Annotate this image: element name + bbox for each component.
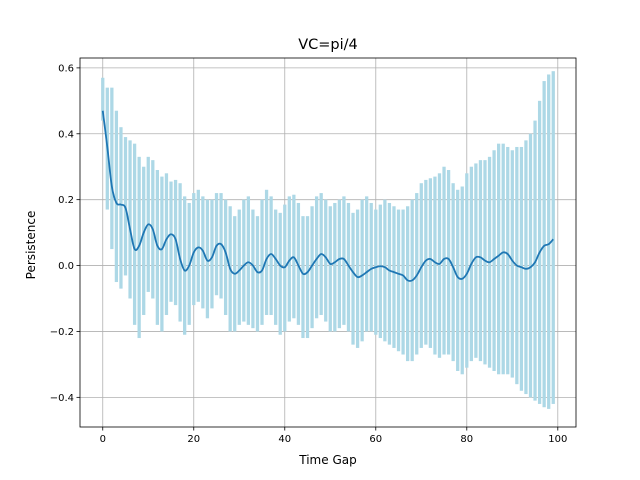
error-bar — [269, 196, 273, 315]
error-bar — [551, 71, 555, 404]
error-bar — [401, 209, 405, 355]
error-bar — [474, 163, 478, 358]
x-tick-label: 80 — [460, 434, 473, 445]
error-bar — [114, 110, 119, 283]
error-bar — [442, 166, 446, 355]
mean-line — [101, 110, 554, 282]
error-bar — [456, 189, 460, 371]
error-bar — [383, 199, 387, 342]
error-bar — [387, 202, 392, 345]
error-bar — [169, 181, 173, 302]
error-bar — [210, 199, 214, 309]
error-bar — [437, 173, 442, 358]
error-bar — [142, 166, 146, 315]
error-bar — [433, 176, 437, 355]
error-bar — [101, 77, 105, 121]
error-bar — [328, 206, 332, 332]
error-bar — [519, 146, 524, 391]
error-bar — [128, 140, 132, 299]
y-tick-label: −0.4 — [50, 393, 74, 404]
y-tick-label: 0.0 — [58, 261, 74, 272]
error-bar — [110, 87, 114, 250]
error-bar — [160, 176, 164, 332]
error-bar — [396, 209, 401, 352]
error-bar — [333, 202, 337, 332]
error-bar — [305, 216, 310, 339]
error-bar — [278, 212, 282, 335]
error-bar — [506, 146, 510, 375]
y-axis-label: Persistence — [24, 211, 38, 280]
error-bar — [246, 196, 251, 325]
error-bar — [465, 173, 469, 368]
error-bar — [301, 216, 305, 339]
error-bar — [342, 196, 346, 325]
error-bar — [542, 81, 546, 408]
y-tick-label: 0.6 — [58, 63, 74, 74]
error-bar — [196, 189, 200, 302]
error-bar — [274, 209, 278, 325]
error-bar — [192, 193, 196, 306]
error-bar — [287, 196, 291, 322]
error-bar — [497, 143, 501, 375]
error-bar — [346, 202, 351, 332]
error-bar — [405, 206, 410, 362]
error-bar — [260, 199, 264, 325]
mean-line-layer — [101, 110, 554, 282]
axis-ticks: 0 20 40 60 80 100 −0.4 −0.2 0.0 0.2 0.4 0.6 — [50, 63, 568, 445]
x-axis-label: Time Gap — [298, 453, 356, 467]
x-tick-label: 20 — [187, 434, 200, 445]
error-bar — [483, 160, 487, 365]
x-tick-label: 60 — [369, 434, 382, 445]
error-bar — [524, 140, 528, 395]
error-bar — [223, 199, 228, 315]
error-bar — [374, 209, 378, 335]
error-bar — [178, 183, 182, 322]
error-bar — [451, 183, 455, 362]
error-bar — [219, 193, 223, 299]
error-bar — [119, 127, 123, 289]
x-tick-label: 40 — [278, 434, 291, 445]
error-bar — [183, 196, 187, 335]
error-bar — [237, 209, 241, 325]
error-bar — [547, 74, 551, 409]
error-bar — [324, 199, 328, 322]
y-tick-label: −0.2 — [50, 327, 74, 338]
error-bar — [446, 170, 451, 355]
error-bar — [214, 193, 219, 296]
error-bar — [205, 199, 210, 319]
error-bar — [369, 202, 373, 332]
chart-title: VC=pi/4 — [298, 37, 358, 53]
plot-frame — [79, 57, 577, 428]
error-bar — [501, 143, 505, 375]
error-bar — [314, 196, 319, 319]
error-bar — [251, 209, 255, 329]
error-bar — [424, 179, 428, 345]
error-bar — [264, 189, 269, 315]
error-bar — [242, 199, 246, 322]
error-bar — [351, 212, 355, 345]
error-bar — [428, 178, 433, 348]
error-bar — [365, 196, 369, 332]
error-bar — [355, 209, 360, 348]
x-tick-label: 100 — [548, 434, 567, 445]
x-tick-label: 0 — [100, 434, 106, 445]
error-bar — [460, 186, 464, 375]
error-bar — [337, 199, 342, 329]
error-bar — [310, 206, 314, 329]
error-bar — [255, 216, 260, 332]
error-bar — [528, 133, 533, 398]
error-bar — [360, 199, 364, 342]
error-bar — [132, 143, 137, 325]
error-bar — [164, 173, 169, 315]
error-bar — [492, 150, 496, 371]
y-tick-label: 0.2 — [58, 195, 74, 206]
error-bar — [392, 206, 396, 348]
error-bar — [478, 160, 483, 362]
y-tick-label: 0.4 — [58, 129, 74, 140]
error-bar — [378, 204, 382, 339]
error-bar — [510, 150, 514, 378]
error-bar — [173, 179, 178, 306]
